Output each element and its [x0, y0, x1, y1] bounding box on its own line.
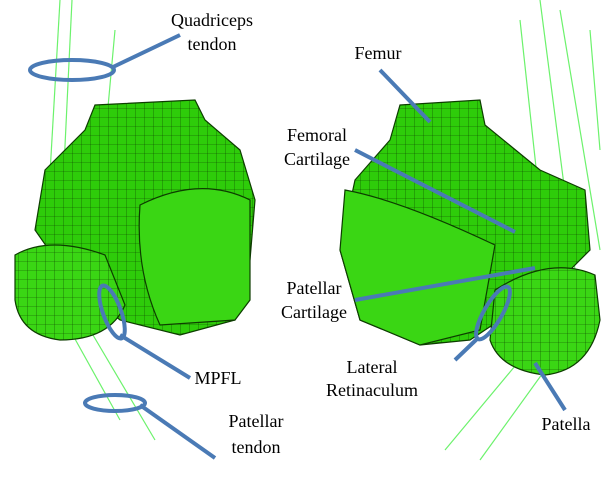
label: MPFL	[194, 368, 241, 388]
label: Lateral	[347, 357, 398, 377]
label: tendon	[188, 34, 237, 54]
knee-diagram: Quadriceps tendon Femur Femoral Cartilag…	[0, 0, 605, 485]
label: Retinaculum	[326, 380, 418, 400]
right-knee-model	[340, 100, 600, 375]
label: Patellar	[229, 411, 284, 431]
label: Femoral	[287, 125, 347, 145]
label: Patellar	[287, 278, 342, 298]
label: Femur	[355, 43, 402, 63]
label: Quadriceps	[171, 10, 253, 30]
label: Patella	[542, 414, 591, 434]
label: Cartilage	[284, 149, 350, 169]
label: tendon	[232, 437, 281, 457]
label: Cartilage	[281, 302, 347, 322]
left-knee-model	[15, 100, 255, 340]
